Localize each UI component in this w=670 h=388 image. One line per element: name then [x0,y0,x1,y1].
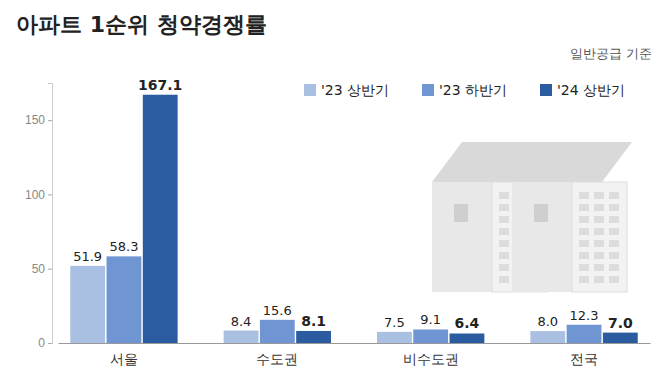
y-axis: 0 50 100 150 [25,84,53,351]
y-tick: 100 [25,188,52,202]
legend-label: '24 상반기 [557,82,625,98]
data-label: 167.1 [138,77,182,93]
bar [260,320,295,343]
data-label: 8.4 [231,314,252,329]
y-tick-mark [48,194,52,195]
building-window [594,276,604,283]
legend-swatch [540,84,552,96]
building-window [499,252,509,259]
building-side [432,182,492,292]
x-tick: 서울 [110,343,138,367]
y-tick: 150 [25,113,52,127]
building-window [609,264,619,271]
x-tick-label: 전국 [570,351,598,367]
building-window [594,264,604,271]
bar [143,95,178,343]
x-tick-label: 수도권 [256,351,298,367]
building-window [579,252,589,259]
y-tick-mark [48,269,52,270]
building-window [454,204,468,222]
y-tick-mark [48,120,52,121]
bar [530,331,565,343]
y-tick: 50 [32,262,52,276]
building-window [499,228,509,235]
building-window [579,264,589,271]
data-label: 7.5 [384,315,405,330]
building-window [499,204,509,211]
bar [450,333,485,343]
bars [70,95,637,343]
building-window [594,192,604,199]
subtitle: 일반공급 기준 [570,46,652,61]
building-window [499,216,509,223]
chart: 아파트 1순위 청약경쟁률일반공급 기준 0 50 100 150 51.9 8.4 7.5 8… [0,0,670,388]
legend-label: '23 하반기 [439,82,507,98]
bar [603,333,638,343]
building-window [499,192,509,199]
building-window [609,240,619,247]
bar [107,256,142,343]
building-window [609,216,619,223]
bar [296,331,331,343]
data-label: 6.4 [455,315,480,331]
x-tick: 수도권 [256,343,298,367]
y-tick-label: 150 [25,113,45,127]
building-window [579,192,589,199]
building-window [609,204,619,211]
data-label: 12.3 [570,308,599,323]
building-window [579,276,589,283]
building-icon [432,142,632,292]
data-label: 8.0 [537,314,558,329]
building-front [572,182,627,292]
building-window [594,252,604,259]
data-label: 51.9 [73,249,102,264]
title: 아파트 1순위 청약경쟁률 [16,12,267,37]
data-label: 15.6 [263,303,292,318]
legend: '23 상반기 '23 하반기 '24 상반기 [304,82,625,98]
data-label: 8.1 [301,313,326,329]
building-window [579,228,589,235]
bar [70,266,105,343]
building-window [594,240,604,247]
y-tick-label: 100 [25,188,45,202]
data-label: 58.3 [109,239,138,254]
building-window [499,264,509,271]
bar [567,325,602,343]
building-window [609,228,619,235]
building-window [609,192,619,199]
building-window [594,228,604,235]
x-axis-line [59,343,651,344]
x-tick-label: 비수도권 [403,351,459,367]
building-window [594,216,604,223]
y-tick-mark [48,343,52,344]
building-side [512,182,572,292]
building-window [499,276,509,283]
x-tick-label: 서울 [110,351,138,367]
y-tick-label: 0 [38,336,45,350]
bar [224,331,259,343]
building-window [609,276,619,283]
y-tick: 0 [38,336,52,350]
building-roof [512,142,632,182]
building-window [579,216,589,223]
building-window [609,252,619,259]
building-window [594,204,604,211]
bar [377,332,412,343]
bar [413,329,448,343]
y-tick-label: 50 [32,262,46,276]
building-window [534,204,548,222]
building-window [579,204,589,211]
legend-swatch [304,84,316,96]
x-axis: 서울 수도권 비수도권 전국 [59,343,651,367]
y-axis-line [48,84,53,344]
legend-swatch [422,84,434,96]
data-label: 7.0 [608,315,633,331]
building-window [499,240,509,247]
x-tick: 전국 [570,343,598,367]
x-tick: 비수도권 [403,343,459,367]
legend-label: '23 상반기 [321,82,389,98]
building-window [579,240,589,247]
data-labels: 51.9 8.4 7.5 8.0 58.3 15.6 9.1 12.3 167.1 8.1 6.4 7… [73,77,633,332]
data-label: 9.1 [420,312,441,327]
